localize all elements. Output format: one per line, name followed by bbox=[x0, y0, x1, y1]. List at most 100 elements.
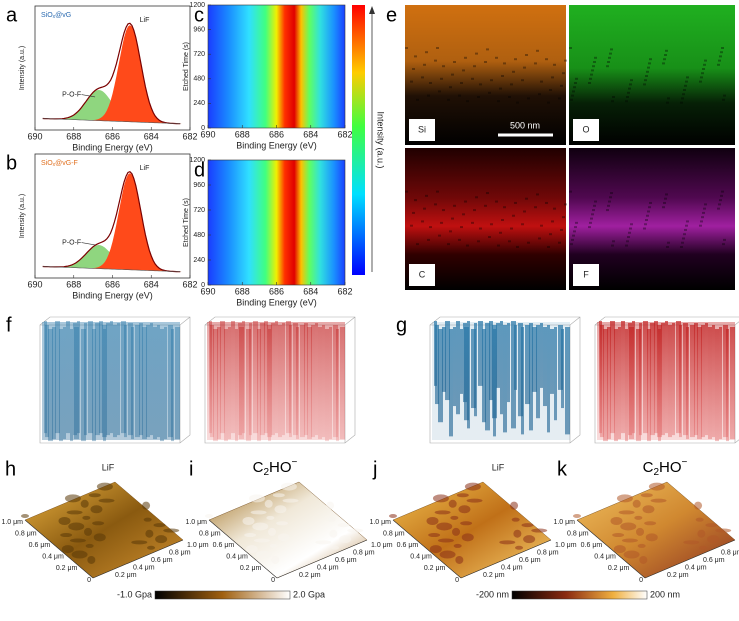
species-part: C bbox=[643, 459, 654, 476]
scale-colorbar bbox=[511, 590, 648, 600]
afm-feature bbox=[82, 515, 91, 520]
noise bbox=[549, 233, 552, 236]
panel-label: h bbox=[5, 458, 16, 480]
afm-feature bbox=[531, 528, 548, 533]
afm-feature bbox=[707, 535, 720, 544]
noise bbox=[547, 101, 550, 104]
background-line bbox=[42, 266, 181, 272]
noise bbox=[643, 227, 646, 230]
noise bbox=[421, 76, 424, 79]
axis bbox=[24, 519, 94, 579]
noise bbox=[625, 244, 628, 247]
noise bbox=[499, 231, 502, 234]
noise bbox=[662, 62, 665, 65]
afm-feature bbox=[510, 501, 519, 510]
noise bbox=[609, 52, 612, 55]
x-tick-label: 684 bbox=[303, 286, 318, 296]
envelope bbox=[42, 22, 181, 125]
species-sup: − bbox=[682, 457, 688, 468]
noise bbox=[703, 207, 706, 210]
noise bbox=[571, 238, 574, 241]
x-tick-label: 682 bbox=[182, 131, 197, 141]
noise bbox=[501, 75, 504, 77]
noise bbox=[488, 91, 491, 94]
heatmap bbox=[207, 159, 346, 286]
noise bbox=[551, 220, 554, 223]
afm-feature bbox=[523, 535, 536, 544]
noise bbox=[664, 54, 667, 56]
afm-feature bbox=[87, 555, 96, 564]
noise bbox=[593, 61, 596, 63]
noise bbox=[645, 75, 648, 77]
afm-feature bbox=[644, 521, 657, 526]
noise bbox=[593, 204, 596, 207]
species-part: C bbox=[253, 459, 264, 476]
noise bbox=[647, 210, 650, 213]
x-tick-label: 688 bbox=[235, 129, 250, 139]
noise bbox=[475, 196, 478, 199]
noise bbox=[704, 59, 707, 62]
y-tick-label: 480 bbox=[193, 232, 205, 239]
noise bbox=[607, 61, 610, 63]
axis-tick-label: 0.6 μm bbox=[151, 557, 173, 564]
axis-tick-label: 0.4 μm bbox=[685, 565, 707, 572]
noise bbox=[685, 80, 688, 83]
noise bbox=[514, 58, 517, 61]
sample-name: SiOx@vG-F bbox=[41, 160, 78, 168]
afm-feature bbox=[436, 522, 453, 531]
species-label: LiF bbox=[492, 462, 505, 472]
noise bbox=[466, 244, 469, 247]
noise bbox=[681, 241, 684, 244]
species-part: HO bbox=[269, 459, 292, 476]
noise bbox=[479, 83, 482, 86]
noise bbox=[423, 63, 426, 66]
afm-feature bbox=[455, 555, 464, 564]
element-box bbox=[573, 264, 599, 286]
afm-feature bbox=[280, 482, 297, 491]
axis-tick-label: 0.4 μm bbox=[42, 554, 64, 561]
afm-feature bbox=[694, 501, 703, 510]
x-axis-label: Binding Energy (eV) bbox=[72, 142, 153, 152]
noise bbox=[484, 61, 487, 63]
scale-min: -1.0 Gpa bbox=[117, 589, 152, 599]
noise bbox=[608, 200, 611, 203]
axis-tick-label: 0.4 μm bbox=[410, 554, 432, 561]
afm-feature bbox=[21, 514, 29, 518]
noise bbox=[648, 206, 651, 209]
afm-feature bbox=[242, 517, 255, 525]
noise bbox=[626, 96, 629, 98]
noise bbox=[538, 237, 541, 240]
afm-feature bbox=[460, 521, 473, 526]
noise bbox=[667, 97, 670, 100]
peak-label: LiF bbox=[140, 17, 150, 24]
noise bbox=[558, 97, 561, 100]
afm-feature bbox=[636, 527, 645, 536]
noise bbox=[405, 47, 408, 49]
heatmap bbox=[207, 4, 346, 129]
noise bbox=[523, 66, 526, 69]
afm-feature bbox=[450, 515, 459, 520]
noise bbox=[447, 243, 450, 246]
noise bbox=[510, 83, 513, 86]
noise bbox=[464, 56, 467, 59]
panel-label: e bbox=[386, 4, 397, 26]
noise bbox=[503, 62, 506, 65]
envelope bbox=[42, 170, 181, 273]
y-tick-label: 0 bbox=[201, 282, 205, 289]
panel-label: j bbox=[372, 458, 377, 480]
axis-tick-label: 0.6 μm bbox=[29, 542, 51, 549]
afm-feature bbox=[511, 517, 520, 522]
axis-tick-label: 0.2 μm bbox=[299, 572, 321, 579]
noise bbox=[681, 97, 684, 100]
noise bbox=[484, 204, 487, 207]
sample-rest: @vG-F bbox=[55, 160, 78, 167]
noise bbox=[508, 240, 511, 243]
noise bbox=[721, 190, 724, 193]
afm-feature bbox=[461, 533, 474, 542]
afm-feature bbox=[634, 515, 643, 520]
afm-feature bbox=[272, 493, 285, 498]
noise bbox=[718, 59, 721, 62]
noise bbox=[538, 93, 541, 96]
noise bbox=[477, 240, 480, 243]
afm-feature bbox=[637, 543, 646, 548]
